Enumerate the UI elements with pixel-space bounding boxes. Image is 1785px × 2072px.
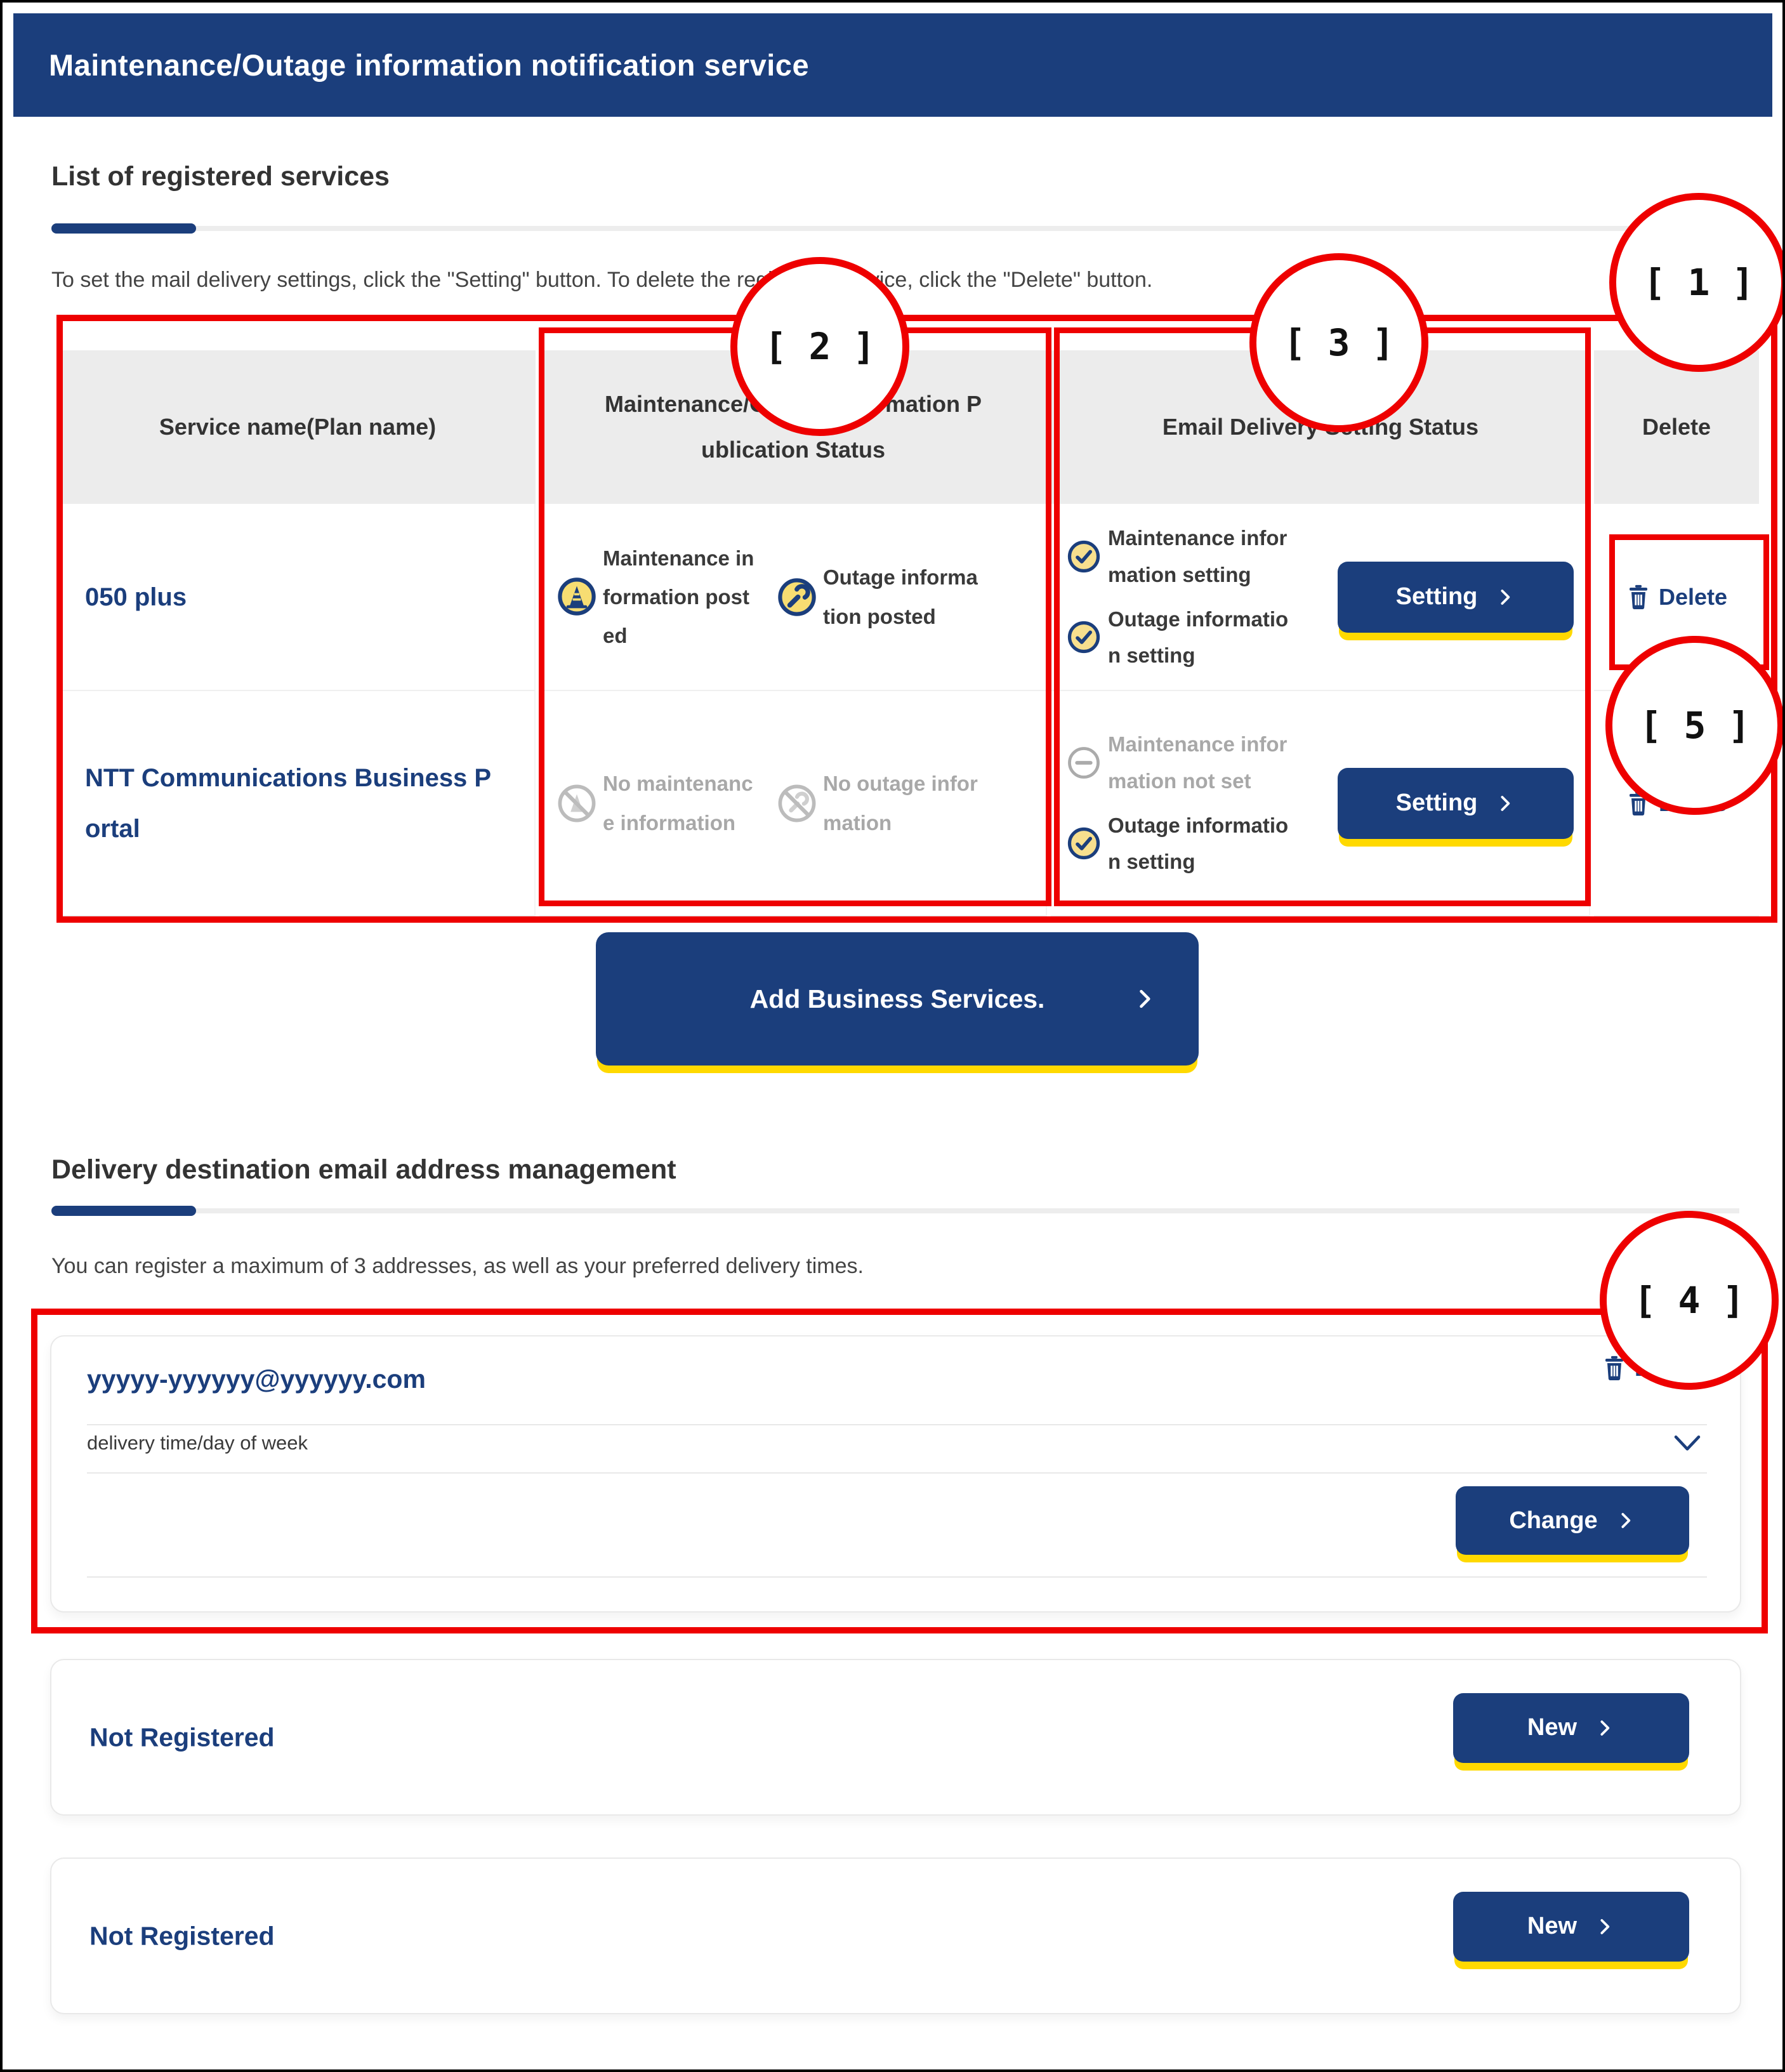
minus-icon <box>1068 746 1100 779</box>
add-business-services-button[interactable]: Add Business Services. <box>596 932 1199 1066</box>
registered-services-table: Service name(Plan name) Maintenance/Outa… <box>60 350 1759 916</box>
check-icon <box>1067 621 1100 654</box>
chevron-right-icon <box>1501 795 1510 811</box>
section-rule <box>51 1206 1739 1216</box>
no-maintenance-icon <box>558 784 596 822</box>
maintenance-setting-status: Maintenance information setting <box>1067 520 1338 593</box>
chevron-right-icon <box>1600 1720 1610 1736</box>
table-row-delete: Delete <box>1594 691 1759 916</box>
service-name-050plus: 050 plus <box>85 583 187 611</box>
new-email-button[interactable]: New <box>1453 1693 1689 1763</box>
new-email-button[interactable]: New <box>1453 1891 1689 1962</box>
email-setting-status-list: Maintenance information not set Outage i… <box>1067 726 1338 880</box>
chevron-right-icon <box>1600 1919 1610 1934</box>
column-header-delete: Delete <box>1594 350 1759 504</box>
setting-button-050plus[interactable]: Setting <box>1338 561 1574 633</box>
table-row-email-setting-status: Maintenance information not set Outage i… <box>1051 691 1590 916</box>
setting-button-business-portal[interactable]: Setting <box>1338 767 1574 839</box>
maintenance-posted-icon <box>558 577 596 616</box>
table-row-email-setting-status: Maintenance information setting Outage i… <box>1051 504 1590 691</box>
no-outage-status: No outage information <box>777 764 978 841</box>
annotation-circle-1: [ 1 ] <box>1609 193 1782 372</box>
email-setting-status-list: Maintenance information setting Outage i… <box>1067 520 1338 674</box>
column-header-service-name: Service name(Plan name) <box>60 350 536 504</box>
trash-icon <box>1629 584 1647 609</box>
outage-posted-status: Outage information posted <box>777 558 978 635</box>
not-registered-label: Not Registered <box>89 1722 275 1752</box>
table-row-delete: Delete <box>1594 504 1759 691</box>
registered-email-card: yyyyy-yyyyyy@yyyyyy.com Delete delivery … <box>50 1335 1741 1613</box>
delete-link-business-portal[interactable]: Delete <box>1626 789 1727 817</box>
services-section-heading: List of registered services <box>51 161 390 192</box>
change-button[interactable]: Change <box>1456 1486 1689 1555</box>
empty-email-slot-card: Not Registered New <box>50 1659 1741 1816</box>
delete-email-link[interactable]: Delete <box>1602 1354 1703 1382</box>
maintenance-posted-status: Maintenance information posted <box>557 539 758 655</box>
check-icon <box>1067 828 1100 860</box>
no-outage-icon <box>778 784 816 822</box>
services-instruction: To set the mail delivery settings, click… <box>51 268 1153 292</box>
delete-link-050plus[interactable]: Delete <box>1626 583 1727 611</box>
section-rule-accent <box>51 223 196 234</box>
section-rule-accent <box>51 1206 196 1216</box>
column-header-publication-status: Maintenance/Outage Information Publicati… <box>539 350 1047 504</box>
chevron-right-icon <box>1140 989 1150 1008</box>
registered-email-address: yyyyy-yyyyyy@yyyyyy.com <box>87 1364 426 1394</box>
table-row-service-name: 050 plus <box>60 504 536 691</box>
app-header-bar: Maintenance/Outage information notificat… <box>13 13 1772 117</box>
outage-setting-status: Outage information setting <box>1067 807 1338 881</box>
maintenance-not-set-status: Maintenance information not set <box>1067 726 1338 800</box>
chevron-right-icon <box>1621 1513 1630 1528</box>
not-registered-label: Not Registered <box>89 1921 275 1950</box>
no-maintenance-status: No maintenance information <box>557 764 758 841</box>
divider <box>87 1472 1707 1474</box>
chevron-right-icon <box>1501 589 1510 605</box>
outage-posted-icon <box>778 577 816 616</box>
delivery-instruction: You can register a maximum of 3 addresse… <box>51 1254 864 1278</box>
delivery-time-accordion[interactable]: delivery time/day of week <box>87 1432 308 1454</box>
section-rule <box>51 223 1739 234</box>
table-row-service-name: NTT Communications Business Portal <box>60 691 536 916</box>
delivery-section-heading: Delivery destination email address manag… <box>51 1154 676 1185</box>
trash-icon <box>1629 791 1647 815</box>
page-title: Maintenance/Outage information notificat… <box>49 48 810 82</box>
chevron-down-icon[interactable] <box>1670 1433 1704 1457</box>
check-icon <box>1067 540 1100 572</box>
trash-icon <box>1605 1356 1623 1380</box>
empty-email-slot-card: Not Registered New <box>50 1858 1741 2014</box>
divider <box>87 1424 1707 1425</box>
outage-setting-status: Outage information setting <box>1067 601 1338 675</box>
column-header-email-delivery-status: Email Delivery Setting Status <box>1051 350 1590 504</box>
table-row-publication-status: Maintenance information posted Outage in… <box>539 504 1047 691</box>
service-name-business-portal: NTT Communications Business Portal <box>85 763 492 843</box>
divider <box>87 1576 1707 1578</box>
table-row-publication-status: No maintenance information No outage inf… <box>539 691 1047 916</box>
